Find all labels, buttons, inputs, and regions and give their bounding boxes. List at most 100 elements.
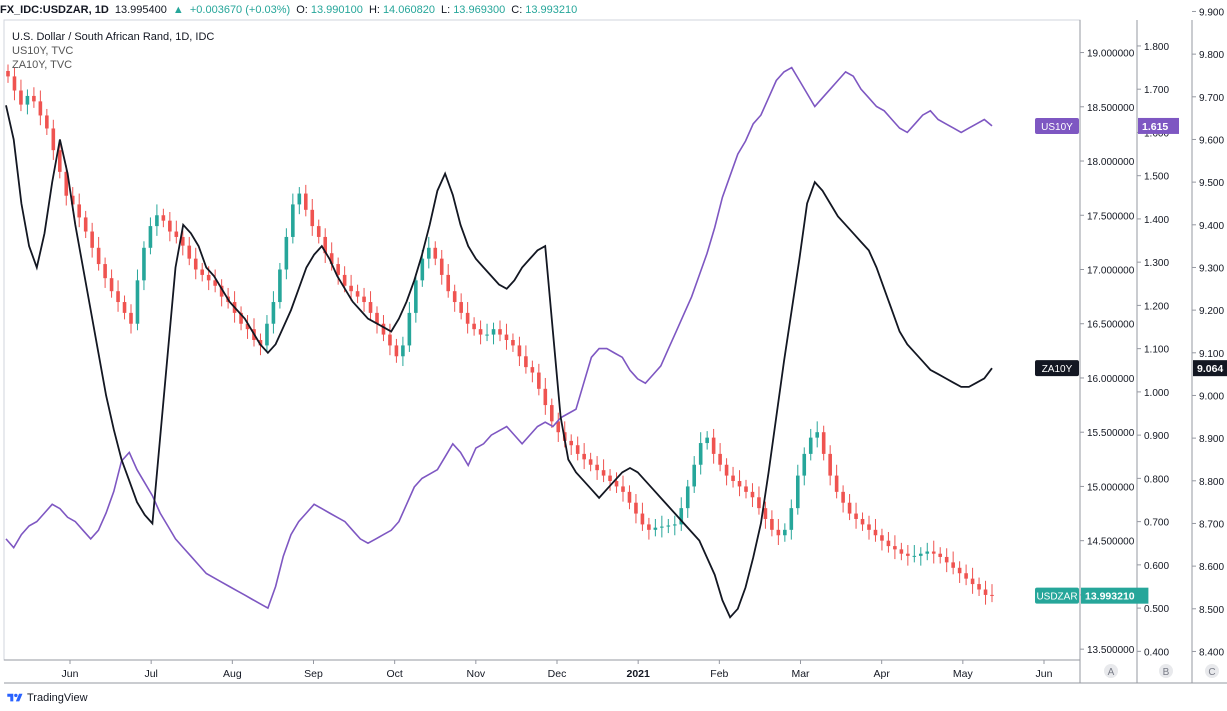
candle-body — [174, 231, 179, 237]
price-axes[interactable]: 13.50000014.00000014.50000015.00000015.5… — [4, 7, 1227, 684]
axis-tab-A[interactable] — [1104, 664, 1118, 678]
axis-C-tick-label: 9.500 — [1199, 178, 1224, 189]
tradingview-logo[interactable]: TradingView — [6, 690, 88, 706]
candle-body — [957, 567, 962, 574]
symbol-name[interactable]: FX_IDC:USDZAR, 1D — [0, 4, 109, 16]
candle-body — [297, 193, 302, 205]
candle-body — [925, 551, 930, 554]
candle-body — [336, 264, 340, 275]
time-axis[interactable]: Jun Jul Aug Sep Oct Nov Dec 2021 Feb Mar Apr May Jun — [4, 659, 1080, 680]
candle-body — [375, 312, 379, 324]
axis-C-tick-label: 8.900 — [1199, 434, 1224, 445]
candle-body — [893, 546, 897, 550]
candle-body — [414, 280, 418, 313]
candle-body — [148, 226, 153, 248]
candle-body — [660, 526, 664, 528]
za10y-line — [5, 105, 993, 619]
last-price: 13.995400 — [114, 4, 167, 16]
candle-body — [258, 340, 263, 346]
axis-C-tick-label: 8.600 — [1199, 562, 1224, 573]
candle-body — [478, 329, 483, 335]
candle-body — [349, 285, 353, 292]
price-label-name: US10Y — [1041, 122, 1073, 133]
candle-body — [407, 312, 412, 346]
price-label-usdzar — [1035, 587, 1079, 604]
price-label-us10y — [1035, 117, 1079, 134]
candle-body — [776, 529, 781, 536]
candle-body — [129, 312, 133, 324]
axis-tab-C-label: C — [1208, 667, 1215, 678]
candle-body — [685, 486, 690, 509]
price-label-value: 1.615 — [1142, 121, 1168, 133]
candle-body — [70, 195, 75, 205]
axis-tab-B-label: B — [1163, 667, 1170, 678]
candle-body — [51, 128, 56, 151]
price-change: +0.003670 (+0.03%) — [189, 4, 291, 16]
axis-B-tick-label: 1.200 — [1144, 301, 1169, 312]
legend-us10y: US10Y, TVC — [12, 45, 74, 57]
candle-body — [873, 529, 878, 536]
candle-body — [530, 367, 535, 373]
grid — [3, 19, 1081, 661]
candle-body — [711, 437, 716, 454]
candle-body — [569, 440, 574, 446]
candle-body — [517, 345, 522, 357]
candle-body — [556, 421, 561, 433]
candle-body — [472, 323, 476, 330]
axis-C-tick-label: 9.000 — [1199, 391, 1224, 402]
candle-body — [724, 464, 729, 476]
candle-body — [420, 258, 425, 281]
candle-body — [439, 258, 444, 275]
candle-body — [627, 491, 632, 503]
candle-body — [284, 236, 289, 270]
candle-body — [206, 274, 211, 281]
candle-body — [595, 464, 599, 471]
high-value: 14.060820 — [382, 4, 435, 16]
axis-B-tick-label: 1.000 — [1144, 388, 1169, 399]
candle-body — [575, 445, 580, 454]
tradingview-label: TradingView — [27, 692, 88, 704]
candle-body — [821, 432, 826, 454]
low-value: 13.969300 — [453, 4, 506, 16]
axis-B-tick-label: 1.800 — [1144, 42, 1169, 53]
candle-body — [32, 95, 36, 102]
candle-body — [109, 278, 114, 292]
time-tick-label: Aug — [223, 668, 242, 680]
candle-body — [122, 302, 127, 313]
axis-A-tick-label: 15.000000 — [1087, 482, 1135, 493]
axis-A-tick-label: 16.000000 — [1087, 374, 1135, 385]
usdzar-candles — [6, 64, 994, 605]
candle-body — [291, 204, 295, 237]
candle-body — [828, 453, 832, 476]
axis-tab-B[interactable] — [1159, 664, 1173, 678]
axis-B-tick-label: 0.600 — [1144, 561, 1169, 572]
price-label-value-box — [1138, 117, 1179, 134]
candle-body — [6, 70, 10, 77]
candle-body — [983, 589, 988, 595]
axis-A-tick-label: 13.500000 — [1087, 645, 1135, 656]
axis-C-tick-label: 8.400 — [1199, 647, 1224, 658]
axis-A-tick-label: 15.500000 — [1087, 428, 1135, 439]
candle-body — [757, 497, 761, 509]
legend-title: U.S. Dollar / South African Rand, 1D, ID… — [12, 31, 215, 43]
low-label: L: — [441, 4, 451, 16]
candle-body — [19, 90, 23, 105]
candle-body — [588, 459, 593, 465]
candle-body — [549, 405, 554, 422]
candle-body — [323, 236, 328, 254]
axis-tab-C[interactable] — [1205, 664, 1219, 678]
candle-body — [601, 470, 606, 476]
axis-B-tick-label: 1.300 — [1144, 258, 1169, 269]
axis-B-tick-label: 0.900 — [1144, 431, 1169, 442]
axis-C-tick-label: 9.700 — [1199, 93, 1224, 104]
candle-body — [860, 518, 865, 525]
candle-body — [834, 475, 839, 492]
axis-A-tick-label: 18.000000 — [1087, 157, 1135, 168]
candle-body — [342, 274, 347, 286]
candle-body — [783, 529, 787, 536]
candle-body — [524, 356, 528, 368]
axis-A-tick-label: 14.500000 — [1087, 537, 1135, 548]
candle-body — [388, 334, 392, 346]
price-label-value: 9.064 — [1197, 363, 1223, 375]
